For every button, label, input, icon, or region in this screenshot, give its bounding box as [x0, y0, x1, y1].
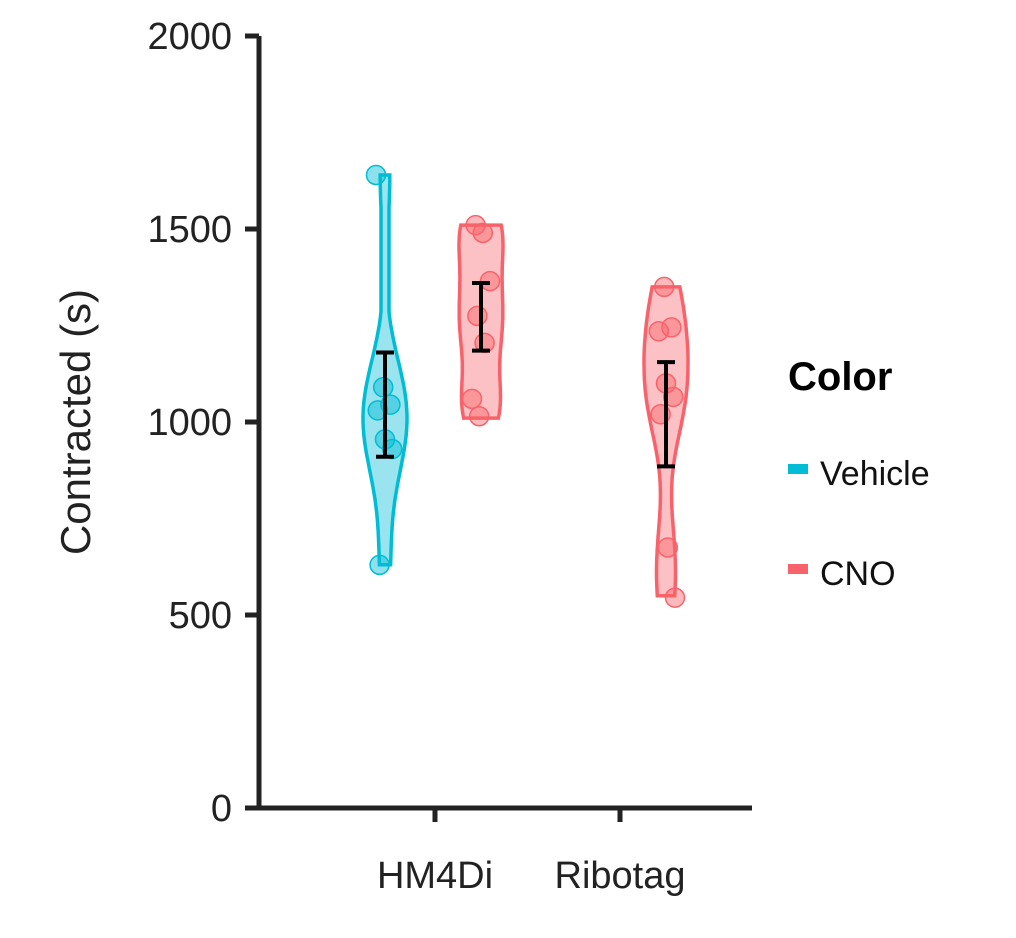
- x-tick-label: Ribotag: [555, 855, 686, 897]
- y-axis-title: Contracted (s): [52, 289, 99, 555]
- y-tick-label: 0: [211, 788, 232, 830]
- violin-layer: [361, 173, 690, 598]
- data-point: [367, 400, 389, 421]
- data-point: [467, 305, 488, 327]
- data-point: [648, 321, 670, 342]
- legend-swatch-vehicle: [788, 464, 808, 474]
- legend-label-vehicle: Vehicle: [820, 455, 930, 493]
- axes: 0 500 1000 1500 2000 HM4Di Ribotag: [147, 16, 752, 897]
- data-point: [664, 587, 686, 608]
- data-point: [365, 164, 387, 186]
- data-point: [653, 276, 675, 298]
- data-point: [465, 214, 486, 236]
- y-tick-label: 1500: [147, 209, 232, 251]
- data-point: [472, 222, 494, 244]
- x-ticks: HM4Di Ribotag: [377, 808, 686, 897]
- y-tick-label: 500: [169, 595, 232, 637]
- legend-title: Color: [788, 355, 892, 399]
- data-point: [661, 317, 682, 338]
- data-point: [657, 537, 679, 558]
- data-point: [468, 405, 490, 427]
- data-point: [662, 386, 684, 408]
- errorbar-layer: [376, 281, 675, 469]
- y-ticks: 0 500 1000 1500 2000: [147, 16, 259, 830]
- point-layer: [365, 164, 686, 608]
- legend-label-cno: CNO: [820, 555, 896, 593]
- y-tick-label: 2000: [147, 16, 232, 58]
- data-point: [461, 388, 483, 410]
- legend-swatch-cno: [788, 564, 808, 574]
- y-tick-label: 1000: [147, 402, 232, 444]
- legend: Color Vehicle CNO: [788, 355, 930, 593]
- data-point: [369, 554, 390, 576]
- x-tick-label: HM4Di: [377, 855, 493, 897]
